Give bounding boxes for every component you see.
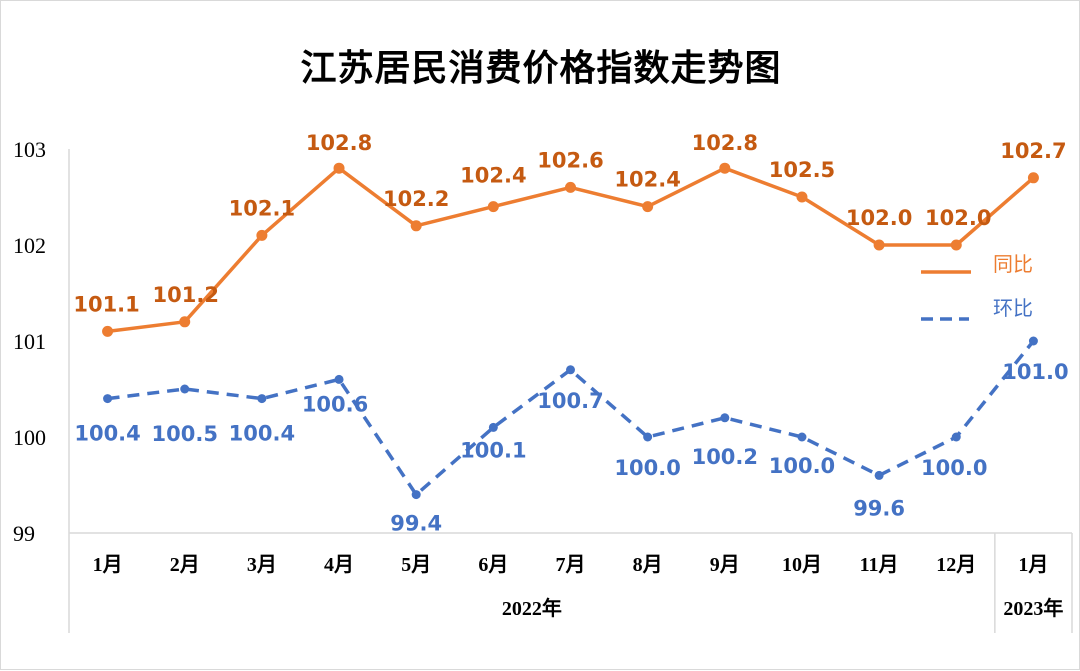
mom-data-label: 99.4 — [390, 512, 442, 536]
data-point-marker — [873, 239, 885, 251]
y-tick-label: 102 — [13, 233, 46, 258]
data-point-marker — [1028, 336, 1038, 346]
yoy-data-label: 101.2 — [153, 283, 219, 307]
yoy-data-label: 102.1 — [229, 196, 295, 220]
data-point-marker — [103, 394, 113, 404]
year-group-label: 2023年 — [1003, 596, 1063, 620]
x-tick-label: 1月 — [93, 554, 123, 576]
data-point-marker — [1027, 172, 1039, 184]
yoy-data-label: 102.5 — [769, 158, 835, 182]
legend-mom-label: 环比 — [993, 296, 1033, 320]
x-tick-label: 10月 — [782, 554, 822, 576]
mom-data-label: 101.0 — [1002, 360, 1068, 384]
data-point-marker — [720, 413, 730, 423]
x-tick-label: 3月 — [247, 554, 277, 576]
data-point-marker — [256, 229, 268, 241]
yoy-data-label: 102.0 — [925, 206, 991, 230]
y-tick-label: 101 — [13, 329, 46, 354]
x-tick-label: 1月 — [1018, 554, 1048, 576]
yoy-data-label: 102.6 — [537, 148, 603, 172]
year-group-label: 2022年 — [502, 596, 562, 620]
data-point-marker — [411, 490, 421, 500]
data-point-marker — [565, 181, 576, 193]
yoy-data-label: 102.8 — [306, 131, 372, 155]
mom-data-label: 100.0 — [769, 454, 835, 478]
yoy-data-label: 102.0 — [846, 206, 912, 230]
chart-title: 江苏居民消费价格指数走势图 — [300, 47, 782, 89]
yoy-data-label: 102.4 — [614, 168, 680, 192]
legend-yoy-label: 同比 — [993, 252, 1033, 276]
y-tick-label: 100 — [13, 425, 46, 450]
data-point-marker — [642, 201, 654, 213]
mom-data-label: 100.2 — [692, 445, 758, 469]
data-point-marker — [179, 316, 191, 328]
data-point-marker — [874, 470, 884, 480]
x-tick-label: 6月 — [478, 554, 508, 576]
yoy-data-label: 102.8 — [692, 131, 758, 155]
data-point-marker — [180, 384, 190, 394]
x-tick-label: 11月 — [860, 554, 899, 576]
data-point-marker — [410, 220, 422, 232]
data-point-marker — [487, 201, 499, 213]
mom-data-label: 100.4 — [229, 422, 295, 446]
data-point-marker — [566, 365, 575, 375]
data-point-marker — [950, 239, 962, 251]
x-tick-label: 9月 — [710, 554, 740, 576]
yoy-data-label: 101.1 — [73, 292, 139, 316]
mom-data-label: 100.0 — [921, 456, 987, 480]
data-point-marker — [334, 374, 344, 384]
mom-data-label: 99.6 — [853, 496, 905, 520]
data-point-marker — [333, 162, 345, 174]
x-tick-label: 4月 — [324, 554, 354, 576]
data-point-marker — [257, 394, 267, 404]
data-point-marker — [719, 162, 731, 174]
yoy-data-label: 102.2 — [383, 187, 449, 211]
mom-data-label: 100.0 — [614, 456, 680, 480]
mom-data-label: 100.1 — [460, 438, 526, 462]
data-point-marker — [102, 325, 114, 337]
data-point-marker — [488, 422, 498, 432]
y-tick-label: 99 — [13, 521, 35, 546]
x-tick-label: 8月 — [633, 554, 663, 576]
x-tick-label: 5月 — [401, 554, 431, 576]
data-point-marker — [643, 432, 653, 442]
mom-data-label: 100.7 — [537, 389, 603, 413]
mom-data-label: 100.4 — [74, 422, 140, 446]
data-point-marker — [796, 191, 808, 203]
x-tick-label: 2月 — [170, 554, 200, 576]
x-tick-label: 7月 — [556, 554, 586, 576]
mom-data-label: 100.5 — [152, 422, 218, 446]
yoy-data-label: 102.4 — [460, 164, 526, 188]
data-point-marker — [797, 432, 807, 442]
mom-series-line — [107, 339, 1035, 497]
x-tick-label: 12月 — [936, 554, 976, 576]
mom-data-label: 100.6 — [302, 392, 368, 416]
y-tick-label: 103 — [13, 137, 46, 162]
yoy-data-label: 102.7 — [1000, 139, 1066, 163]
data-point-marker — [951, 432, 961, 442]
